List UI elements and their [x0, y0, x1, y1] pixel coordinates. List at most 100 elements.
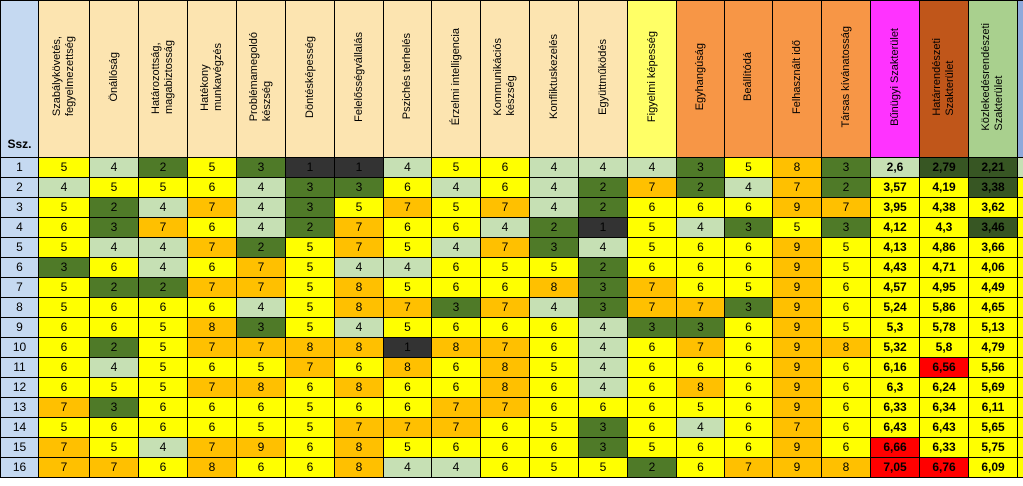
score-cell: 8 [187, 317, 237, 338]
score-cell: 4 [138, 437, 188, 458]
score-cell: 5 [578, 457, 628, 478]
score-cell: 6 [724, 317, 773, 338]
score-cell: 3 [334, 177, 384, 198]
column-header-label: Döntésképesség [303, 35, 316, 118]
score-cell: 6 [334, 357, 384, 378]
score-cell: 6 [821, 357, 871, 378]
score-cell: 5 [89, 437, 139, 458]
score-cell: 5 [236, 417, 286, 438]
specialty-score-cell: 5,56 [968, 357, 1018, 378]
score-cell: 5 [285, 297, 335, 318]
score-cell: 5 [529, 417, 579, 438]
score-cell: 3 [627, 317, 677, 338]
score-cell: 5 [38, 297, 90, 318]
score-cell: 4 [431, 457, 481, 478]
score-cell: 5 [383, 437, 432, 458]
row-number: 16 [0, 457, 39, 478]
column-header-label: Szabálykövetés, fegyelmezettség [51, 36, 76, 117]
score-cell: 7 [480, 297, 530, 318]
column-header-label: Pszichés terhelés [401, 33, 413, 120]
score-cell: 5 [38, 157, 90, 178]
row-number: 4 [0, 217, 39, 238]
score-cell: 8 [529, 277, 579, 298]
score-cell: 7 [480, 197, 530, 218]
score-cell: 5 [676, 397, 725, 418]
score-cell: 5 [529, 257, 579, 278]
specialty-score-cell: 4,92 [1017, 317, 1023, 338]
score-cell: 4 [627, 157, 677, 178]
score-cell: 8 [821, 457, 871, 478]
score-cell: 3 [578, 297, 628, 318]
specialty-score-cell: 5,7 [1017, 457, 1023, 478]
specialty-score-cell: 5,69 [968, 377, 1018, 398]
score-cell: 6 [724, 377, 773, 398]
score-cell: 6 [89, 297, 139, 318]
score-cell: 6 [529, 337, 579, 358]
column-header: Problémamegoldó készség [236, 0, 286, 158]
score-cell: 8 [772, 157, 822, 178]
specialty-score-cell: 4,71 [919, 257, 969, 278]
score-cell: 5 [383, 237, 432, 258]
score-cell: 5 [431, 197, 481, 218]
score-cell: 4 [578, 377, 628, 398]
specialty-score-cell: 5,78 [919, 317, 969, 338]
score-cell: 7 [236, 277, 286, 298]
score-cell: 7 [383, 297, 432, 318]
score-cell: 6 [724, 357, 773, 378]
score-cell: 6 [138, 457, 188, 478]
score-cell: 3 [236, 317, 286, 338]
score-cell: 7 [431, 397, 481, 418]
specialty-score-cell: 3,62 [968, 197, 1018, 218]
score-cell: 6 [627, 397, 677, 418]
column-header-label: Együttműködés [596, 38, 609, 115]
score-cell: 6 [821, 297, 871, 318]
row-number: 10 [0, 337, 39, 358]
score-cell: 5 [821, 257, 871, 278]
score-cell: 6 [383, 377, 432, 398]
score-cell: 2 [285, 217, 335, 238]
specialty-score-cell: 3,38 [968, 177, 1018, 198]
column-header: Önállóság [89, 0, 139, 158]
score-cell: 8 [821, 337, 871, 358]
score-cell: 7 [821, 197, 871, 218]
score-cell: 6 [285, 457, 335, 478]
score-cell: 3 [724, 217, 773, 238]
score-cell: 5 [138, 317, 188, 338]
score-cell: 8 [431, 337, 481, 358]
score-cell: 4 [676, 417, 725, 438]
score-cell: 7 [627, 277, 677, 298]
score-cell: 5 [89, 377, 139, 398]
specialty-score-cell: 4,38 [919, 197, 969, 218]
index-header: Ssz. [0, 0, 39, 158]
specialty-score-cell: 4,06 [968, 257, 1018, 278]
score-cell: 6 [431, 437, 481, 458]
column-header-label: Kommunikációs készség [492, 37, 517, 116]
score-cell: 6 [431, 377, 481, 398]
score-cell: 4 [431, 177, 481, 198]
row-number: 7 [0, 277, 39, 298]
specialty-score-cell: 3,96 [1017, 257, 1023, 278]
score-cell: 4 [480, 217, 530, 238]
score-cell: 6 [431, 317, 481, 338]
score-cell: 9 [772, 337, 822, 358]
specialty-score-cell: 7,05 [870, 457, 920, 478]
specialty-score-cell: 4,49 [968, 277, 1018, 298]
score-cell: 7 [480, 237, 530, 258]
score-cell: 8 [480, 357, 530, 378]
score-cell: 4 [138, 237, 188, 258]
score-cell: 7 [480, 397, 530, 418]
specialty-score-cell: 4,77 [1017, 337, 1023, 358]
score-cell: 9 [772, 437, 822, 458]
score-cell: 7 [627, 297, 677, 318]
score-cell: 6 [578, 397, 628, 418]
score-cell: 7 [187, 337, 237, 358]
score-cell: 6 [724, 417, 773, 438]
score-cell: 5 [285, 417, 335, 438]
score-cell: 8 [187, 457, 237, 478]
specialty-score-cell: 4,3 [919, 217, 969, 238]
score-cell: 6 [187, 217, 237, 238]
